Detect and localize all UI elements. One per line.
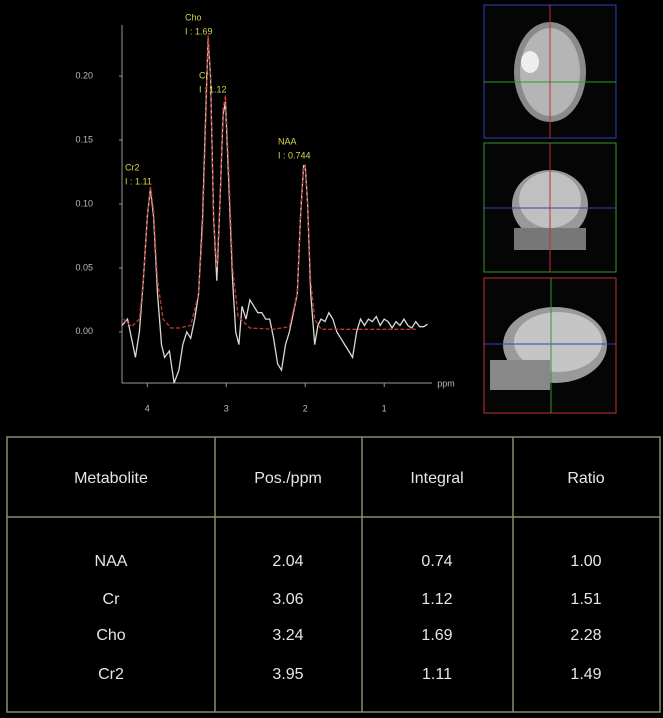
- y-tick-label: 0.05: [75, 262, 93, 272]
- mri-sagittal: [483, 277, 617, 414]
- table-cell: 1.12: [421, 591, 452, 608]
- peak-integral: I : 1.11: [125, 176, 152, 186]
- peak-name: Cr2: [125, 162, 140, 172]
- table-cell: 1.00: [570, 553, 601, 570]
- table-cell: 2.28: [570, 627, 601, 644]
- table-header-cell: Metabolite: [74, 470, 148, 487]
- table-cell: NAA: [95, 553, 128, 570]
- table-cell: Cho: [96, 627, 125, 644]
- y-tick-label: 0.10: [75, 198, 93, 208]
- table-cell: 3.95: [272, 666, 303, 683]
- table-cell: 1.51: [570, 591, 601, 608]
- x-tick-label: 2: [303, 403, 308, 413]
- y-tick-label: 0.20: [75, 71, 93, 81]
- spectrum-line: [123, 35, 416, 330]
- table-cell: 3.06: [272, 591, 303, 608]
- table-cell: Cr: [103, 591, 121, 608]
- table-header-cell: Pos./ppm: [254, 470, 322, 487]
- table-cell: 2.04: [272, 553, 303, 570]
- table-cell: 1.11: [422, 666, 452, 683]
- peak-integral: I : 0.744: [278, 150, 311, 160]
- table-cell: 1.49: [570, 666, 601, 683]
- mri-coronal: [483, 142, 617, 273]
- table-frame: [6, 436, 661, 713]
- x-tick-label: 3: [224, 403, 229, 413]
- x-axis-label: ppm: [437, 378, 455, 388]
- x-tick-label: 4: [145, 403, 150, 413]
- y-tick-label: 0.15: [75, 134, 93, 144]
- y-tick-label: 0.00: [75, 326, 93, 336]
- peak-integral: I : 1.12: [199, 84, 227, 94]
- table-header-cell: Integral: [410, 470, 463, 487]
- x-tick-label: 1: [382, 403, 387, 413]
- table-cell: Cr2: [98, 666, 124, 683]
- peak-name: Cr: [199, 70, 209, 80]
- peak-integral: I : 1.69: [185, 26, 213, 36]
- peak-name: Cho: [185, 12, 202, 22]
- spectrum-line: [121, 37, 428, 384]
- table-cell: 3.24: [272, 627, 303, 644]
- table-cell: 0.74: [421, 553, 452, 570]
- table-header-cell: Ratio: [567, 470, 604, 487]
- mri-axial: [483, 4, 617, 139]
- table-cell: 1.69: [421, 627, 452, 644]
- peak-name: NAA: [278, 136, 297, 146]
